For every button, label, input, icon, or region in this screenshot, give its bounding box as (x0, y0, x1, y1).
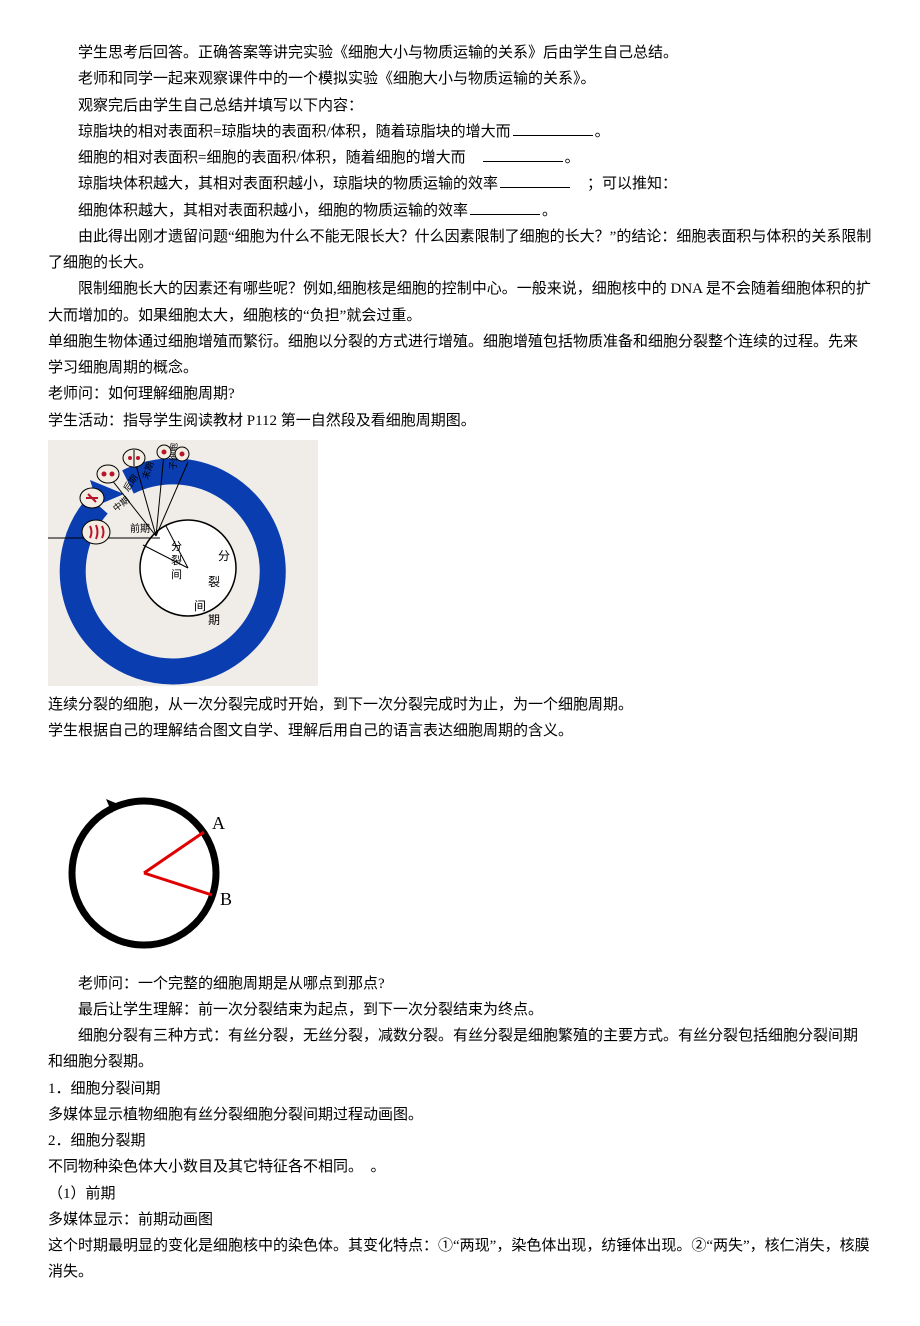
fill-line: 琼脂块体积越大，其相对表面积越小，琼脂块的物质运输的效率 ；可以推知： (48, 171, 872, 197)
paragraph: 老师问：如何理解细胞周期? (48, 381, 872, 407)
svg-text:分: 分 (171, 540, 182, 553)
paragraph: 单细胞生物体通过细胞增殖而繁衍。细胞以分裂的方式进行增殖。细胞增殖包括物质准备和… (48, 329, 872, 382)
paragraph: 细胞分裂有三种方式：有丝分裂，无丝分裂，减数分裂。有丝分裂是细胞繁殖的主要方式。… (48, 1023, 872, 1076)
paragraph: 连续分裂的细胞，从一次分裂完成时开始，到下一次分裂完成时为止，为一个细胞周期。 (48, 692, 872, 718)
text: 琼脂块的相对表面积=琼脂块的表面积/体积，随着琼脂块的增大而 (78, 124, 511, 140)
svg-text:期: 期 (208, 613, 220, 627)
cell-cycle-figure: 分 裂 间 分 裂 间 期 前期 中期 后期 末期 子细胞 (48, 440, 872, 686)
fill-line: 细胞体积越大，其相对表面积越小，细胞的物质运输的效率 。 (48, 198, 872, 224)
paragraph: 最后让学生理解：前一次分裂结束为起点，到下一次分裂结束为终点。 (48, 997, 872, 1023)
text: 琼脂块体积越大，其相对表面积越小，琼脂块的物质运输的效率 (78, 176, 498, 192)
fill-line: 琼脂块的相对表面积=琼脂块的表面积/体积，随着琼脂块的增大而 。 (48, 119, 872, 145)
fill-line: 细胞的相对表面积=细胞的表面积/体积，随着细胞的增大而 。 (48, 145, 872, 171)
svg-text:裂: 裂 (208, 575, 220, 589)
svg-text:A: A (212, 813, 225, 833)
heading: 1．细胞分裂间期 (48, 1076, 872, 1102)
blank (513, 120, 593, 136)
paragraph: 学生活动：指导学生阅读教材 P112 第一自然段及看细胞周期图。 (48, 408, 872, 434)
paragraph: 不同物种染色体大小数目及其它特征各不相同。 。 (48, 1154, 872, 1180)
paragraph: 学生思考后回答。正确答案等讲完实验《细胞大小与物质运输的关系》后由学生自己总结。 (48, 40, 872, 66)
svg-text:间: 间 (194, 599, 206, 613)
blank (500, 172, 570, 188)
heading: 2．细胞分裂期 (48, 1128, 872, 1154)
paragraph: 老师问：一个完整的细胞周期是从哪点到那点? (48, 971, 872, 997)
paragraph: 由此得出刚才遗留问题“细胞为什么不能无限长大？什么因素限制了细胞的长大？”的结论… (48, 224, 872, 277)
svg-text:B: B (220, 889, 232, 909)
text: 。 (595, 124, 610, 140)
text: 。 (542, 203, 557, 219)
svg-text:间: 间 (171, 568, 182, 581)
paragraph: 限制细胞长大的因素还有哪些呢？例如,细胞核是细胞的控制中心。一般来说，细胞核中的… (48, 276, 872, 329)
text: 细胞体积越大，其相对表面积越小，细胞的物质运输的效率 (78, 203, 468, 219)
text: 细胞的相对表面积=细胞的表面积/体积，随着细胞的增大而 (78, 150, 481, 166)
blank (483, 146, 563, 162)
text: ；可以推知： (572, 176, 677, 192)
heading: （1）前期 (48, 1181, 872, 1207)
paragraph: 老师和同学一起来观察课件中的一个模拟实验《细胞大小与物质运输的关系》。 (48, 66, 872, 92)
text: 。 (565, 150, 580, 166)
svg-text:前期: 前期 (130, 522, 150, 535)
ab-circle-figure: A B (48, 777, 872, 965)
blank (470, 199, 540, 215)
paragraph: 这个时期最明显的变化是细胞核中的染色体。其变化特点：①“两现”，染色体出现，纺锤… (48, 1233, 872, 1286)
svg-text:裂: 裂 (171, 554, 182, 567)
paragraph: 多媒体显示植物细胞有丝分裂细胞分裂间期过程动画图。 (48, 1102, 872, 1128)
paragraph: 学生根据自己的理解结合图文自学、理解后用自己的语言表达细胞周期的含义。 (48, 718, 872, 744)
svg-text:分: 分 (218, 549, 230, 563)
paragraph: 多媒体显示：前期动画图 (48, 1207, 872, 1233)
paragraph: 观察完后由学生自己总结并填写以下内容： (48, 93, 872, 119)
